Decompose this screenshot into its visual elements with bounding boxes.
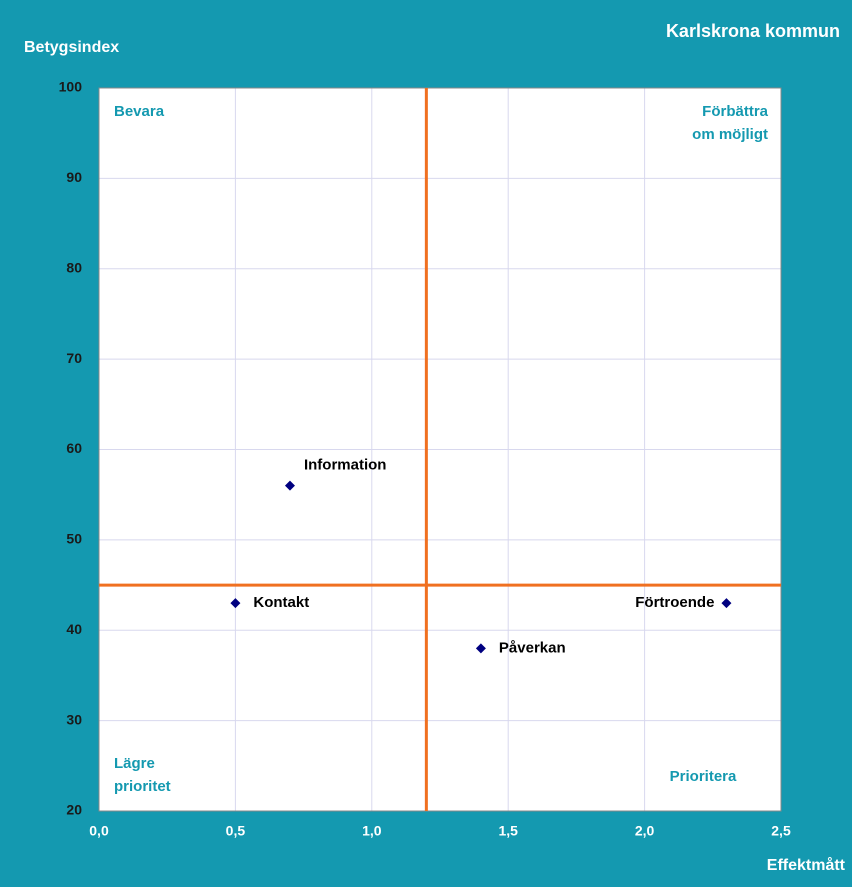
y-tick-label: 90	[66, 169, 82, 185]
x-axis-label: Effektmått	[767, 856, 846, 874]
point	[475, 643, 486, 654]
x-tick-label: 2,0	[635, 823, 655, 839]
x-tick-label: 0,0	[89, 823, 109, 839]
x-tick-label: 1,0	[362, 823, 382, 839]
quadrant-label: Lägre	[114, 755, 155, 772]
chart-title: Karlskrona kommun	[666, 21, 840, 41]
y-tick-label: 30	[66, 711, 82, 727]
quadrant-label: om möjligt	[692, 126, 768, 143]
point-label: Påverkan	[499, 639, 566, 656]
point-label: Information	[304, 457, 387, 474]
point	[230, 598, 241, 609]
point	[721, 598, 732, 609]
point-label: Förtroende	[635, 594, 714, 611]
point-label: Kontakt	[253, 594, 309, 611]
y-tick-label: 70	[66, 350, 82, 366]
y-tick-label: 100	[59, 79, 83, 95]
y-tick-label: 20	[66, 802, 82, 818]
quadrant-label: Prioritera	[670, 768, 737, 785]
quadrant-label: Bevara	[114, 103, 165, 120]
y-tick-label: 60	[66, 440, 82, 456]
x-tick-label: 2,5	[771, 823, 791, 839]
plot-border	[98, 87, 782, 812]
y-tick-label: 80	[66, 259, 82, 275]
point	[284, 480, 295, 491]
x-tick-label: 1,5	[498, 823, 518, 839]
y-tick-label: 40	[66, 621, 82, 637]
quadrant-label: Förbättra	[702, 103, 768, 120]
quadrant-label: prioritet	[114, 778, 171, 795]
x-tick-label: 0,5	[226, 823, 246, 839]
y-axis-label: Betygsindex	[24, 39, 119, 56]
y-tick-label: 50	[66, 531, 82, 547]
